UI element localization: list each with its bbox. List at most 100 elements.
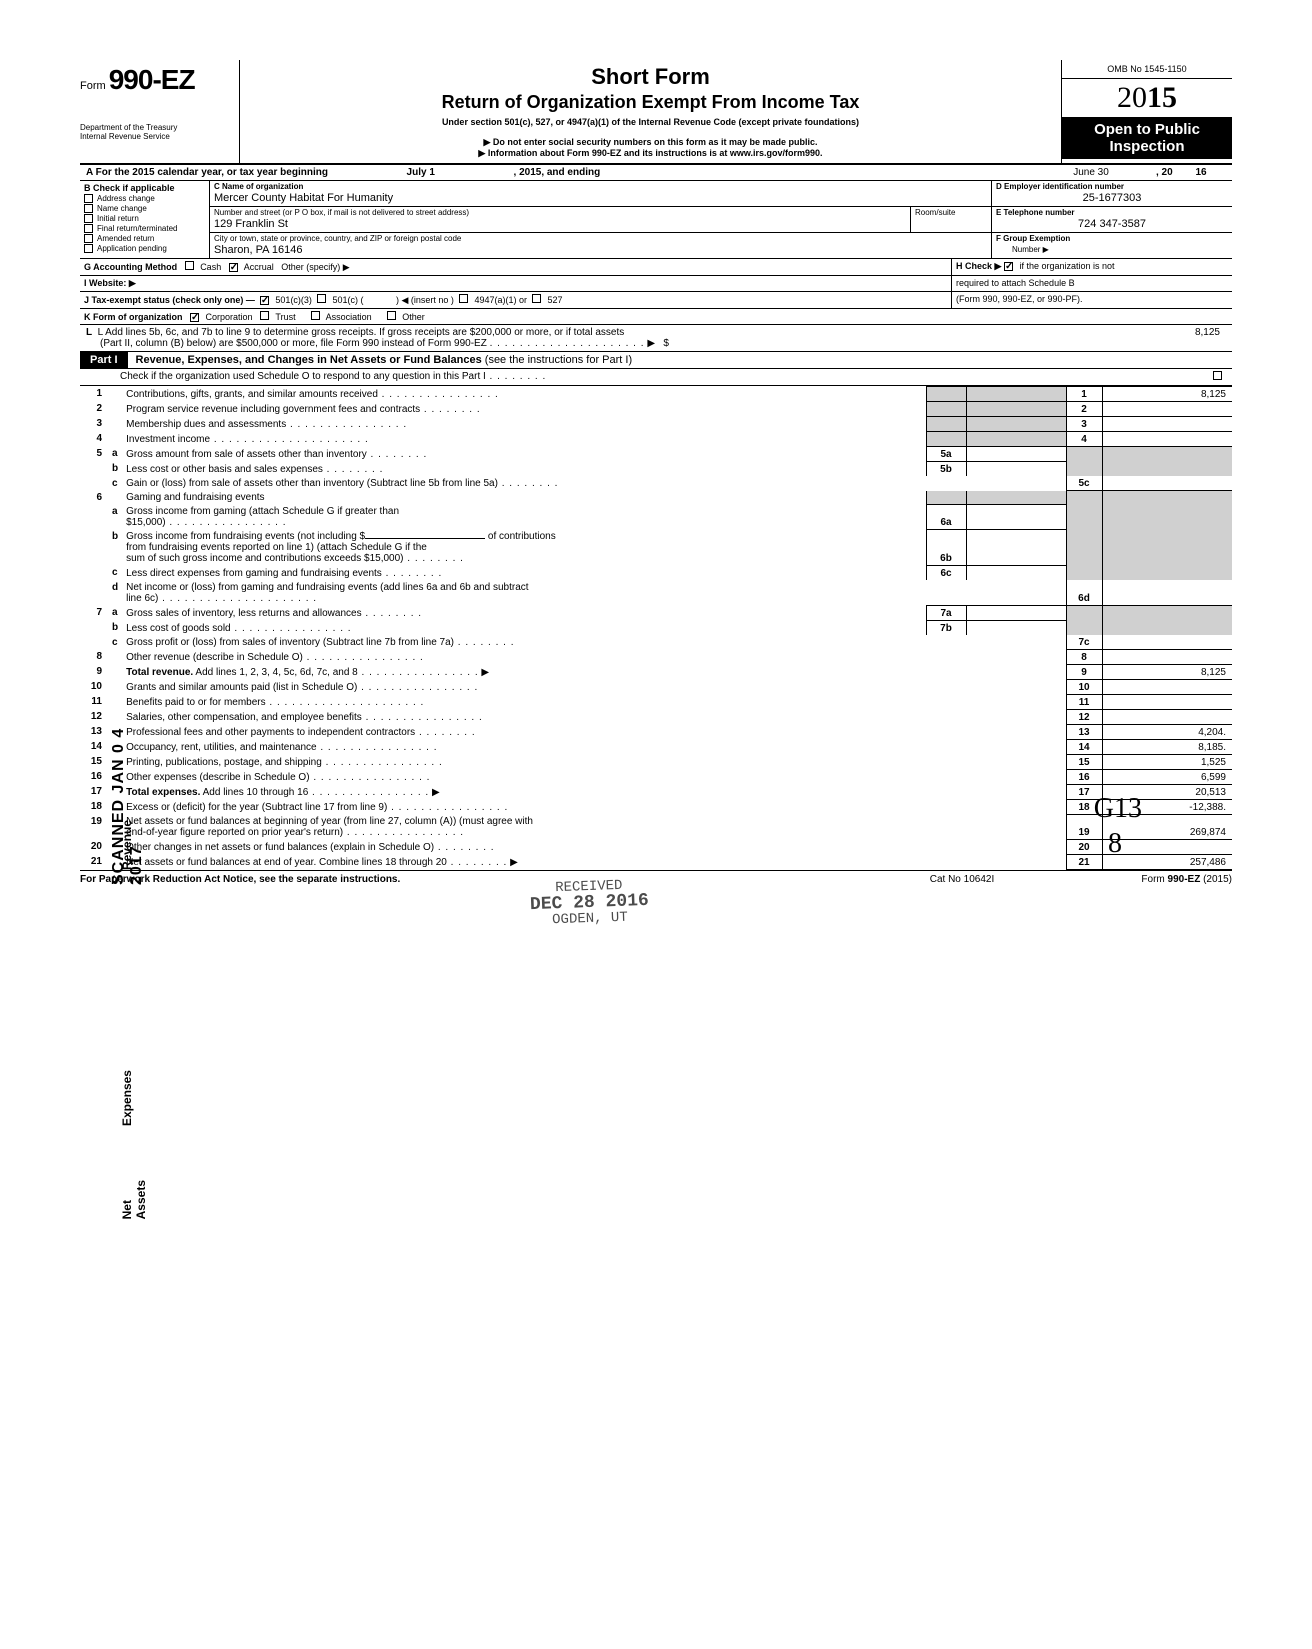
open-public-1: Open to Public	[1064, 122, 1230, 139]
line-2: 2 Program service revenue including gove…	[80, 402, 1232, 417]
opt-address-change: Address change	[97, 194, 155, 203]
line-19: 19 Net assets or fund balances at beginn…	[80, 815, 1232, 840]
line-21: 21 Net assets or fund balances at end of…	[80, 855, 1232, 870]
opt-accrual: Accrual	[244, 262, 274, 272]
line-16: 16 Other expenses (describe in Schedule …	[80, 770, 1232, 785]
box-c-label: C Name of organization	[210, 181, 991, 192]
line-6b: b Gross income from fundraising events (…	[80, 530, 1232, 566]
checkbox-cash[interactable]	[185, 261, 194, 270]
line-13: 13 Professional fees and other payments …	[80, 725, 1232, 740]
checkbox-amended-return[interactable]	[84, 234, 93, 243]
opt-final-return: Final return/terminated	[97, 224, 177, 233]
line-h-3: required to attach Schedule B	[952, 276, 1232, 291]
opt-other-org: Other	[402, 312, 425, 322]
city-value: Sharon, PA 16146	[210, 244, 991, 258]
checkbox-accrual[interactable]	[229, 263, 238, 272]
line-7a: 7a Gross sales of inventory, less return…	[80, 606, 1232, 621]
received-stamp: RECEIVED DEC 28 2016 OGDEN, UT	[529, 878, 649, 928]
box-e-label: E Telephone number	[992, 207, 1232, 218]
checkbox-association[interactable]	[311, 311, 320, 320]
footer-right: Form 990-EZ (2015)	[1052, 874, 1232, 885]
opt-527: 527	[548, 295, 563, 305]
line-i: I Website: ▶ required to attach Schedule…	[80, 276, 1232, 292]
line-a-prefix: A For the 2015 calendar year, or tax yea…	[86, 167, 328, 178]
line-12: 12 Salaries, other compensation, and emp…	[80, 710, 1232, 725]
line-7c: c Gross profit or (loss) from sales of i…	[80, 635, 1232, 650]
sched-o-text: Check if the organization used Schedule …	[120, 371, 486, 382]
dept-line2: Internal Revenue Service	[80, 133, 233, 142]
line-k-label: K Form of organization	[84, 312, 183, 322]
checkbox-trust[interactable]	[260, 311, 269, 320]
checkbox-corporation[interactable]	[190, 313, 199, 322]
side-label-expenses: Expenses	[120, 1070, 134, 1126]
opt-cash: Cash	[200, 262, 221, 272]
room-label: Room/suite	[911, 207, 991, 218]
street-value: 129 Franklin St	[210, 218, 910, 232]
footer-left: For Paperwork Reduction Act Notice, see …	[80, 874, 872, 885]
line-j: J Tax-exempt status (check only one) — 5…	[80, 292, 1232, 309]
line-6d: d Net income or (loss) from gaming and f…	[80, 580, 1232, 606]
checkbox-527[interactable]	[532, 294, 541, 303]
opt-amended-return: Amended return	[97, 234, 154, 243]
checkbox-address-change[interactable]	[84, 194, 93, 203]
checkbox-schedule-o[interactable]	[1213, 371, 1222, 380]
checkbox-final-return[interactable]	[84, 224, 93, 233]
checkbox-h[interactable]	[1004, 262, 1013, 271]
open-to-public: Open to Public Inspection	[1062, 118, 1232, 159]
line-10: 10 Grants and similar amounts paid (list…	[80, 680, 1232, 695]
line-5b: b Less cost or other basis and sales exp…	[80, 462, 1232, 477]
do-not-enter: ▶ Do not enter social security numbers o…	[250, 137, 1051, 148]
line-l-amount: 8,125	[1086, 327, 1226, 349]
checkbox-4947a1[interactable]	[459, 294, 468, 303]
box-f-label2: Number ▶	[992, 244, 1232, 255]
under-section: Under section 501(c), 527, or 4947(a)(1)…	[250, 117, 1051, 127]
checkbox-501c[interactable]	[317, 294, 326, 303]
box-d-label: D Employer identification number	[992, 181, 1232, 192]
short-form-title: Short Form	[250, 64, 1051, 90]
checkbox-501c3[interactable]	[260, 296, 269, 305]
line-g-label: G Accounting Method	[84, 262, 177, 272]
checkbox-initial-return[interactable]	[84, 214, 93, 223]
side-label-revenue: Revenue	[120, 820, 134, 870]
tax-year: 2015	[1062, 79, 1232, 118]
opt-4947a1: 4947(a)(1) or	[474, 295, 527, 305]
section-bcdef: B Check if applicable Address change Nam…	[80, 181, 1232, 259]
open-public-2: Inspection	[1064, 139, 1230, 156]
line-18: 18 Excess or (deficit) for the year (Sub…	[80, 800, 1232, 815]
line-7b: b Less cost of goods sold 7b	[80, 621, 1232, 636]
line-3: 3 Membership dues and assessments 3	[80, 417, 1232, 432]
opt-501c: 501(c) (	[332, 295, 363, 305]
opt-name-change: Name change	[97, 204, 147, 213]
opt-initial-return: Initial return	[97, 214, 139, 223]
lines-table: 1 Contributions, gifts, grants, and simi…	[80, 386, 1232, 870]
opt-corporation: Corporation	[206, 312, 253, 322]
form-header: Form 990-EZ Department of the Treasury I…	[80, 60, 1232, 165]
line-l-text2: (Part II, column (B) below) are $500,000…	[86, 338, 487, 349]
form-number: Form 990-EZ	[80, 64, 233, 96]
checkbox-other-org[interactable]	[387, 311, 396, 320]
part-i-header: Part I Revenue, Expenses, and Changes in…	[80, 352, 1232, 369]
dept-block: Department of the Treasury Internal Reve…	[80, 124, 233, 142]
line-14: 14 Occupancy, rent, utilities, and maint…	[80, 740, 1232, 755]
box-b: B Check if applicable Address change Nam…	[80, 181, 210, 258]
box-b-title: B Check if applicable	[84, 183, 205, 193]
footer: For Paperwork Reduction Act Notice, see …	[80, 870, 1232, 885]
part-i-title: Revenue, Expenses, and Changes in Net As…	[128, 354, 1232, 366]
line-h-2: if the organization is not	[1019, 261, 1114, 271]
line-k: K Form of organization Corporation Trust…	[80, 309, 1232, 325]
return-title: Return of Organization Exempt From Incom…	[250, 92, 1051, 113]
line-6c: c Less direct expenses from gaming and f…	[80, 566, 1232, 581]
line-gh: G Accounting Method Cash Accrual Other (…	[80, 259, 1232, 276]
line-8: 8 Other revenue (describe in Schedule O)…	[80, 650, 1232, 665]
line-l-text1: L Add lines 5b, 6c, and 7b to line 9 to …	[98, 327, 625, 338]
checkbox-name-change[interactable]	[84, 204, 93, 213]
line-15: 15 Printing, publications, postage, and …	[80, 755, 1232, 770]
line-l-arrow: ▶	[647, 338, 655, 349]
year-bold: 15	[1147, 81, 1177, 114]
info-about: ▶ Information about Form 990-EZ and its …	[250, 148, 1051, 159]
opt-association: Association	[326, 312, 372, 322]
opt-application-pending: Application pending	[97, 244, 167, 253]
checkbox-application-pending[interactable]	[84, 244, 93, 253]
omb-number: OMB No 1545-1150	[1062, 60, 1232, 79]
line-h-1: H Check ▶	[956, 261, 1001, 271]
